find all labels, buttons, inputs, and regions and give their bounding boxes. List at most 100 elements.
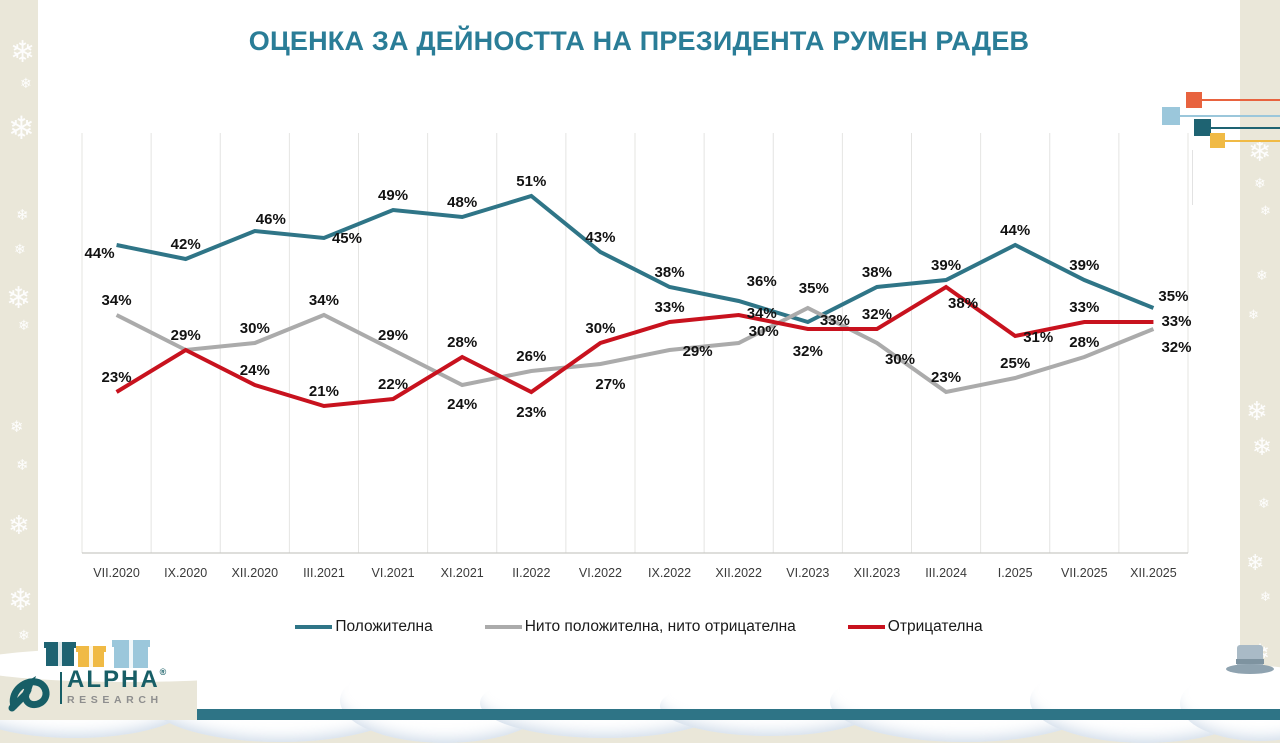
snowflake-icon: ❄: [16, 457, 29, 474]
svg-text:III.2021: III.2021: [303, 566, 345, 580]
accent-line-orange: [1200, 99, 1280, 101]
svg-text:32%: 32%: [862, 306, 892, 323]
page-title: ОЦЕНКА ЗА ДЕЙНОСТТА НА ПРЕЗИДЕНТА РУМЕН …: [248, 26, 1030, 56]
svg-text:26%: 26%: [516, 348, 546, 365]
svg-text:44%: 44%: [1000, 222, 1030, 239]
snowflake-icon: ❄: [1256, 267, 1268, 283]
svg-text:23%: 23%: [102, 369, 132, 386]
svg-text:42%: 42%: [171, 236, 201, 253]
snowflake-icon: ❄: [1260, 589, 1271, 604]
svg-text:51%: 51%: [516, 173, 546, 190]
svg-text:27%: 27%: [595, 376, 625, 393]
svg-text:36%: 36%: [747, 273, 777, 290]
svg-text:34%: 34%: [102, 292, 132, 309]
svg-text:32%: 32%: [1161, 339, 1191, 356]
winter-hat-brim: [1226, 664, 1274, 674]
svg-text:XII.2020: XII.2020: [232, 566, 279, 580]
snowflake-icon: ❄: [10, 419, 24, 436]
gift-box-yellow-icon: [76, 645, 106, 667]
legend-item-negative: Отрицателна: [847, 618, 983, 636]
snowflake-icon: ❄: [1246, 550, 1265, 575]
svg-text:33%: 33%: [655, 299, 685, 316]
svg-text:30%: 30%: [749, 323, 779, 340]
logo-wordmark: ALPHA®: [67, 666, 169, 693]
legend-label-positive: Положителна: [335, 618, 433, 635]
svg-text:35%: 35%: [799, 280, 829, 297]
svg-text:25%: 25%: [1000, 355, 1030, 372]
snowflake-icon: ❄: [8, 110, 35, 146]
snowflake-icon: ❄: [6, 282, 32, 315]
svg-text:28%: 28%: [447, 334, 477, 351]
snowflake-icon: ❄: [10, 36, 36, 69]
svg-text:30%: 30%: [885, 351, 915, 368]
snowflake-icon: ❄: [1258, 495, 1270, 511]
negative-line-swatch: [847, 625, 885, 629]
svg-text:III.2024: III.2024: [925, 566, 967, 580]
svg-text:22%: 22%: [378, 376, 408, 393]
snowflake-icon: ❄: [8, 510, 30, 540]
svg-text:VI.2021: VI.2021: [372, 566, 415, 580]
positive-line-swatch: [295, 625, 333, 629]
svg-text:29%: 29%: [171, 327, 201, 344]
snowflake-icon: ❄: [1246, 396, 1268, 426]
svg-text:38%: 38%: [862, 264, 892, 281]
svg-text:XII.2023: XII.2023: [854, 566, 901, 580]
svg-text:30%: 30%: [585, 320, 615, 337]
svg-text:49%: 49%: [378, 187, 408, 204]
registered-mark: ®: [159, 667, 169, 677]
svg-text:33%: 33%: [1161, 313, 1191, 330]
svg-text:35%: 35%: [1158, 288, 1188, 305]
svg-text:XI.2021: XI.2021: [441, 566, 484, 580]
legend-label-negative: Отрицателна: [887, 618, 983, 635]
svg-text:XII.2025: XII.2025: [1130, 566, 1177, 580]
accent-line-dark-teal: [1209, 127, 1280, 129]
svg-text:44%: 44%: [85, 245, 115, 262]
svg-text:XII.2022: XII.2022: [715, 566, 762, 580]
accent-square-yellow: [1210, 133, 1225, 148]
svg-text:38%: 38%: [655, 264, 685, 281]
svg-text:48%: 48%: [447, 194, 477, 211]
snowflake-icon: ❄: [1252, 434, 1273, 461]
snowflake-icon: ❄: [1248, 307, 1259, 322]
logo-divider: [60, 672, 62, 704]
svg-text:33%: 33%: [1069, 299, 1099, 316]
legend-item-positive: Положителна: [295, 618, 433, 636]
svg-text:24%: 24%: [240, 362, 270, 379]
svg-text:33%: 33%: [820, 312, 850, 329]
svg-text:31%: 31%: [1023, 329, 1053, 346]
svg-text:34%: 34%: [747, 305, 777, 322]
neutral-line-swatch: [484, 625, 522, 629]
svg-text:VI.2022: VI.2022: [579, 566, 622, 580]
svg-text:IX.2022: IX.2022: [648, 566, 691, 580]
snowflake-icon: ❄: [20, 75, 32, 91]
snowflake-icon: ❄: [1254, 175, 1266, 191]
accent-line-light-blue: [1179, 115, 1280, 117]
snowflake-icon: ❄: [16, 207, 29, 224]
chart-legend: Положителна Нито положителна, нито отриц…: [38, 618, 1240, 636]
gift-box-blue-icon: [112, 638, 150, 668]
legend-item-neutral: Нито положителна, нито отрицателна: [484, 618, 796, 636]
svg-text:23%: 23%: [516, 404, 546, 421]
svg-text:45%: 45%: [332, 230, 362, 247]
accent-square-dark-teal: [1194, 119, 1211, 136]
svg-text:28%: 28%: [1069, 334, 1099, 351]
svg-text:38%: 38%: [948, 295, 978, 312]
accent-line-yellow: [1224, 140, 1280, 142]
accent-square-light-blue: [1162, 107, 1180, 125]
snowflake-icon: ❄: [1260, 203, 1271, 218]
svg-text:39%: 39%: [1069, 257, 1099, 274]
svg-text:23%: 23%: [931, 369, 961, 386]
accent-square-orange: [1186, 92, 1202, 108]
svg-text:VII.2025: VII.2025: [1061, 566, 1108, 580]
snowflake-icon: ❄: [14, 241, 26, 257]
alpha-research-logo-mark: [8, 676, 50, 712]
svg-text:29%: 29%: [378, 327, 408, 344]
svg-text:30%: 30%: [240, 320, 270, 337]
svg-text:34%: 34%: [309, 292, 339, 309]
svg-text:I.2025: I.2025: [998, 566, 1033, 580]
main-panel: [38, 0, 1240, 720]
snowflake-icon: ❄: [8, 584, 34, 617]
svg-text:24%: 24%: [447, 396, 477, 413]
svg-text:II.2022: II.2022: [512, 566, 550, 580]
svg-text:IX.2020: IX.2020: [164, 566, 207, 580]
